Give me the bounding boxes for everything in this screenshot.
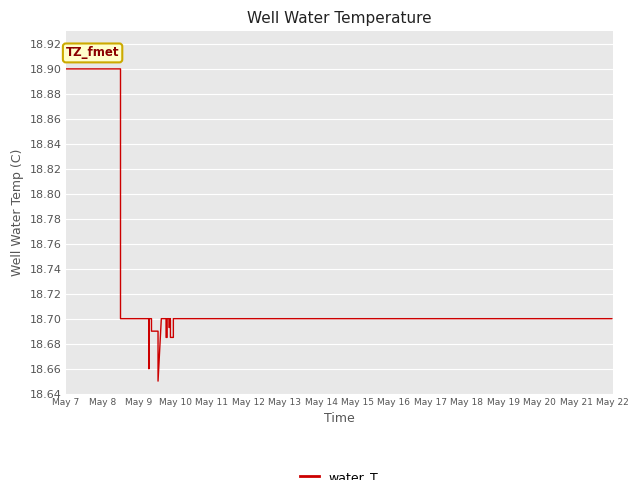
Text: TZ_fmet: TZ_fmet (66, 47, 119, 60)
X-axis label: Time: Time (324, 412, 355, 425)
Y-axis label: Well Water Temp (C): Well Water Temp (C) (11, 149, 24, 276)
Legend: water_T: water_T (295, 466, 383, 480)
Title: Well Water Temperature: Well Water Temperature (247, 11, 431, 26)
